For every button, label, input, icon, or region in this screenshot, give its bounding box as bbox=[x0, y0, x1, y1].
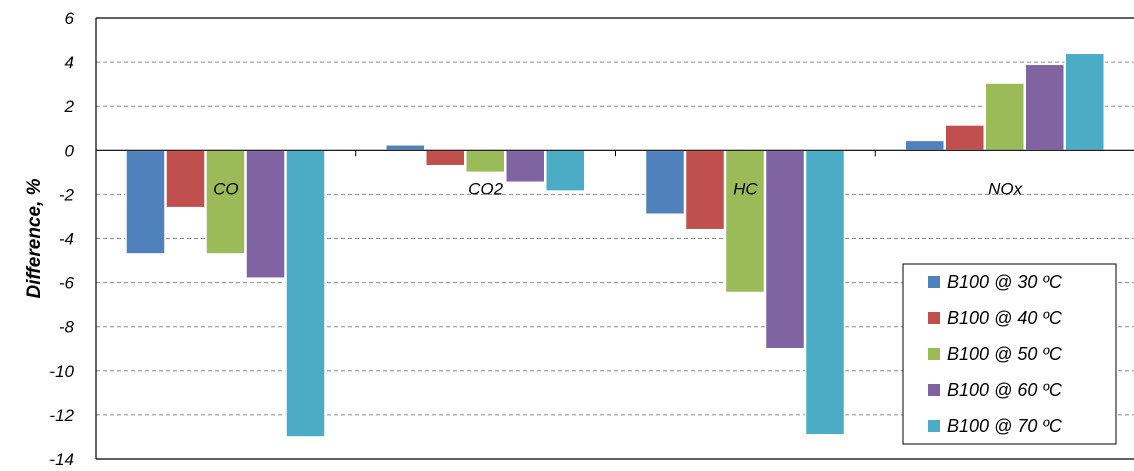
y-tick-label: -10 bbox=[49, 362, 74, 381]
bar bbox=[764, 149, 806, 350]
legend: B100 @ 30 ºC B100 @ 40 ºC B100 @ 50 ºC B100… bbox=[902, 263, 1117, 445]
bar bbox=[984, 82, 1025, 152]
legend-label: B100 @ 30 ºC bbox=[947, 272, 1063, 292]
bar bbox=[425, 149, 466, 167]
category-labels: CO CO2 HC NOx bbox=[213, 179, 1023, 198]
bar bbox=[125, 149, 166, 255]
bar bbox=[684, 149, 726, 231]
bar bbox=[1024, 63, 1065, 152]
bar bbox=[385, 144, 426, 152]
y-tick-label: -14 bbox=[49, 450, 74, 469]
legend-label: B100 @ 50 ºC bbox=[947, 344, 1063, 364]
bar bbox=[245, 149, 286, 279]
bar bbox=[804, 149, 846, 436]
y-tick-label: -2 bbox=[59, 185, 75, 204]
category-label: CO2 bbox=[468, 179, 504, 198]
legend-swatch bbox=[928, 420, 940, 432]
y-axis-title: Difference, % bbox=[24, 178, 45, 298]
y-axis-tick-labels: 6 4 2 0 -2 -4 -6 -8 -10 -12 -14 bbox=[49, 9, 74, 469]
bar bbox=[505, 149, 546, 184]
category-label: CO bbox=[213, 179, 239, 198]
legend-swatch bbox=[928, 348, 940, 360]
category-label: NOx bbox=[988, 179, 1023, 198]
bar bbox=[165, 149, 206, 209]
x-axis-category-ticks bbox=[355, 150, 876, 157]
bar bbox=[724, 149, 766, 294]
y-tick-label: -4 bbox=[59, 230, 74, 249]
legend-swatch bbox=[928, 384, 940, 396]
y-tick-label: 2 bbox=[64, 97, 75, 116]
y-tick-label: -12 bbox=[49, 406, 74, 425]
y-tick-label: 0 bbox=[65, 141, 75, 160]
legend-label: B100 @ 60 ºC bbox=[947, 380, 1063, 400]
grid-lines bbox=[96, 17, 1134, 460]
bar bbox=[904, 139, 945, 152]
bar bbox=[285, 149, 326, 438]
y-tick-label: -6 bbox=[59, 274, 75, 293]
y-tick-label: -8 bbox=[59, 318, 75, 337]
bars bbox=[125, 52, 1105, 438]
legend-swatch bbox=[928, 312, 940, 324]
bar bbox=[465, 149, 506, 174]
legend-label: B100 @ 70 ºC bbox=[947, 416, 1063, 436]
y-tick-label: 6 bbox=[65, 9, 75, 28]
category-label: HC bbox=[733, 179, 758, 198]
bar bbox=[1064, 52, 1105, 152]
bar bbox=[644, 149, 686, 215]
legend-items: B100 @ 30 ºC B100 @ 40 ºC B100 @ 50 ºC B100… bbox=[928, 272, 1063, 436]
legend-label: B100 @ 40 ºC bbox=[947, 308, 1063, 328]
bar bbox=[944, 124, 985, 152]
bar bbox=[205, 149, 246, 255]
legend-swatch bbox=[928, 276, 940, 288]
bar bbox=[545, 149, 586, 192]
y-tick-label: 4 bbox=[65, 53, 74, 72]
